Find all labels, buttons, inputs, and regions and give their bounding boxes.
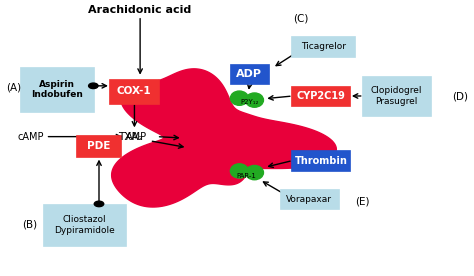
Text: Vorapaxar: Vorapaxar <box>286 195 332 204</box>
Text: (A): (A) <box>6 82 21 92</box>
Ellipse shape <box>246 165 264 180</box>
FancyBboxPatch shape <box>109 79 159 104</box>
FancyBboxPatch shape <box>76 135 121 157</box>
Polygon shape <box>112 69 337 207</box>
FancyBboxPatch shape <box>292 150 350 171</box>
Text: (C): (C) <box>293 14 308 23</box>
FancyBboxPatch shape <box>19 67 94 112</box>
Text: TXA₂: TXA₂ <box>118 132 143 142</box>
Text: cAMP: cAMP <box>17 132 44 142</box>
Text: (E): (E) <box>355 196 370 206</box>
Text: COX-1: COX-1 <box>117 86 152 96</box>
Text: Thrombin: Thrombin <box>294 156 347 166</box>
Text: Ticagrelor: Ticagrelor <box>301 42 346 51</box>
FancyBboxPatch shape <box>43 204 126 246</box>
Text: Arachidonic acid: Arachidonic acid <box>89 5 192 15</box>
Ellipse shape <box>230 164 248 178</box>
Text: (D): (D) <box>452 92 468 102</box>
Text: Clopidogrel
Prasugrel: Clopidogrel Prasugrel <box>371 86 422 106</box>
Text: PDE: PDE <box>87 141 110 151</box>
Ellipse shape <box>230 91 248 105</box>
FancyBboxPatch shape <box>292 86 350 107</box>
Text: Aspirin
Indobufen: Aspirin Indobufen <box>31 79 83 99</box>
Circle shape <box>89 83 98 89</box>
Text: (B): (B) <box>22 219 37 230</box>
Text: AMP: AMP <box>126 132 147 142</box>
FancyBboxPatch shape <box>230 64 269 84</box>
Text: ADP: ADP <box>236 69 262 79</box>
FancyBboxPatch shape <box>362 76 431 116</box>
Text: CYP2C19: CYP2C19 <box>296 91 346 101</box>
Text: PAR-1: PAR-1 <box>237 173 256 179</box>
Text: Cliostazol
Dypiramidole: Cliostazol Dypiramidole <box>54 216 115 235</box>
Circle shape <box>94 201 104 207</box>
Text: P2Y₁₂: P2Y₁₂ <box>240 99 258 105</box>
FancyBboxPatch shape <box>292 36 355 57</box>
Ellipse shape <box>246 93 264 107</box>
FancyBboxPatch shape <box>280 189 338 209</box>
